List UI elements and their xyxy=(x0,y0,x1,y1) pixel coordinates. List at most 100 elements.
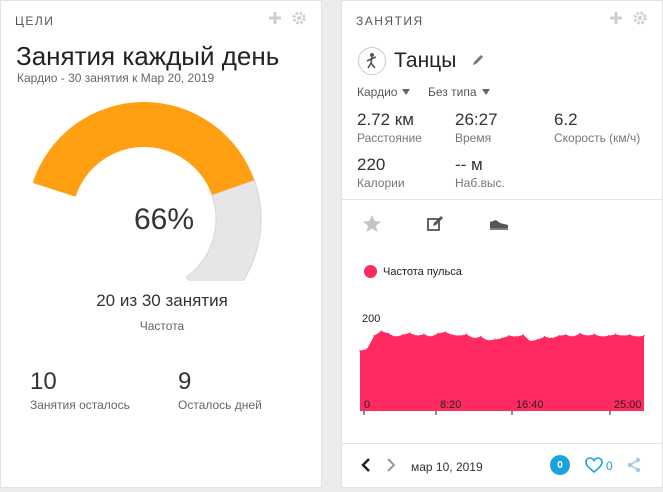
gear-icon[interactable] xyxy=(291,10,307,26)
x-tick-label: 8:20 xyxy=(440,399,461,411)
x-tick-label: 25:00 xyxy=(614,399,642,411)
heart-rate-point xyxy=(394,335,397,338)
chart-legend: Частота пульса xyxy=(364,265,462,278)
goal-progress-gauge: 66% xyxy=(32,101,262,281)
heart-rate-point xyxy=(423,333,425,336)
heart-rate-point xyxy=(529,340,532,343)
x-tick-label: 16:40 xyxy=(516,399,544,411)
gear-icon[interactable] xyxy=(632,10,648,26)
heart-rate-point xyxy=(401,334,404,336)
heart-rate-point xyxy=(522,334,525,336)
activity-date: мар 10, 2019 xyxy=(411,460,483,474)
heart-rate-point xyxy=(494,338,496,341)
heart-rate-point xyxy=(636,335,638,338)
heart-rate-point xyxy=(614,333,617,336)
heart-rate-point xyxy=(366,348,368,350)
heart-rate-point xyxy=(621,335,624,337)
legend-label: Частота пульса xyxy=(383,265,462,278)
frequency-count: 20 из 30 занятия xyxy=(96,291,228,310)
heart-rate-point xyxy=(515,335,517,338)
time-label: Время xyxy=(455,131,492,145)
speed-label: Скорость (км/ч) xyxy=(554,131,641,145)
calories-value: 220 xyxy=(357,155,386,174)
heart-rate-point xyxy=(387,332,390,335)
goal-subtitle: Кардио - 30 занятия к Мар 20, 2019 xyxy=(17,71,215,85)
heart-rate-point xyxy=(380,330,383,332)
heart-rate-point xyxy=(479,335,482,338)
type-dropdown[interactable]: Без типа xyxy=(428,85,490,99)
activity-name: Танцы xyxy=(394,49,457,72)
gauge-percent-label: 66% xyxy=(134,203,194,236)
heart-rate-point xyxy=(373,335,375,337)
heart-rate-point xyxy=(465,333,468,336)
speed-value: 6.2 xyxy=(554,110,578,129)
heart-rate-point xyxy=(607,335,610,337)
heart-rate-point xyxy=(586,335,588,337)
gauge-progress-arc xyxy=(32,101,255,197)
time-value: 26:27 xyxy=(455,110,498,129)
heart-rate-point xyxy=(536,338,539,341)
x-tick-label: 0 xyxy=(364,399,370,411)
heart-icon[interactable] xyxy=(585,457,603,473)
heart-rate-point xyxy=(408,332,411,334)
calories-label: Калории xyxy=(357,176,405,190)
heart-rate-point xyxy=(416,335,418,337)
heart-rate-point xyxy=(643,335,645,337)
activity-header: ЗАНЯТИЯ xyxy=(356,14,424,28)
distance-label: Расстояние xyxy=(357,131,422,145)
shoe-icon[interactable] xyxy=(488,214,510,234)
heart-rate-point xyxy=(508,335,510,337)
chevron-down-icon xyxy=(402,89,411,95)
heart-rate-point xyxy=(487,339,489,342)
edit-pencil-icon[interactable] xyxy=(470,52,486,68)
heart-rate-series-area xyxy=(360,331,644,411)
share-icon[interactable] xyxy=(626,457,642,473)
heart-rate-point xyxy=(472,337,475,339)
chevron-right-icon[interactable] xyxy=(383,457,399,473)
heart-rate-chart: 200 0 8:20 16:40 25:00 xyxy=(359,313,645,415)
legend-dot xyxy=(364,265,377,278)
heart-rate-point xyxy=(430,335,432,338)
star-icon[interactable] xyxy=(362,214,382,234)
add-icon[interactable] xyxy=(267,10,283,26)
category-dropdown[interactable]: Кардио xyxy=(357,85,411,99)
days-left-label: Осталось дней xyxy=(178,398,262,412)
divider xyxy=(342,443,663,444)
remaining-sessions-value: 10 xyxy=(30,368,57,395)
goal-title[interactable]: Занятия каждый день xyxy=(16,41,280,71)
heart-rate-point xyxy=(550,337,553,339)
heart-rate-point xyxy=(451,334,454,336)
heart-rate-point xyxy=(501,337,503,339)
chevron-left-icon[interactable] xyxy=(358,457,374,473)
gauge-remaining-arc xyxy=(185,179,262,281)
days-left-value: 9 xyxy=(178,368,192,395)
comment-count-badge[interactable]: 0 xyxy=(550,455,570,475)
activity-header-icons xyxy=(608,10,648,26)
remaining-sessions-label: Занятия осталось xyxy=(30,398,130,412)
heart-rate-point xyxy=(572,335,574,338)
heart-rate-point xyxy=(543,335,546,338)
add-icon[interactable] xyxy=(608,10,624,26)
heart-rate-point xyxy=(579,332,581,335)
chevron-down-icon xyxy=(481,89,490,95)
elevation-value: -- м xyxy=(455,155,483,174)
heart-rate-point xyxy=(437,332,439,335)
heart-rate-point xyxy=(359,350,361,352)
dancer-icon xyxy=(358,47,386,75)
divider xyxy=(342,199,663,200)
heart-rate-point xyxy=(600,335,603,338)
note-edit-icon[interactable] xyxy=(425,214,445,234)
goals-header: ЦЕЛИ xyxy=(15,14,55,28)
heart-rate-point xyxy=(629,334,631,336)
elevation-label: Наб.выс. xyxy=(455,176,505,190)
like-count: 0 xyxy=(606,459,613,473)
heart-rate-point xyxy=(565,334,567,336)
heart-rate-point xyxy=(444,331,446,333)
distance-value: 2.72 км xyxy=(357,110,414,129)
heart-rate-point xyxy=(558,335,560,337)
goals-header-icons xyxy=(267,10,307,26)
goals-card: ЦЕЛИ Занятия каждый день Кардио - 30 зан… xyxy=(0,0,322,488)
y-tick-label: 200 xyxy=(362,313,380,325)
activity-card: ЗАНЯТИЯ Танцы Кардио Без типа 2.72 км Ра… xyxy=(341,0,663,488)
category-value: Кардио xyxy=(357,85,398,99)
